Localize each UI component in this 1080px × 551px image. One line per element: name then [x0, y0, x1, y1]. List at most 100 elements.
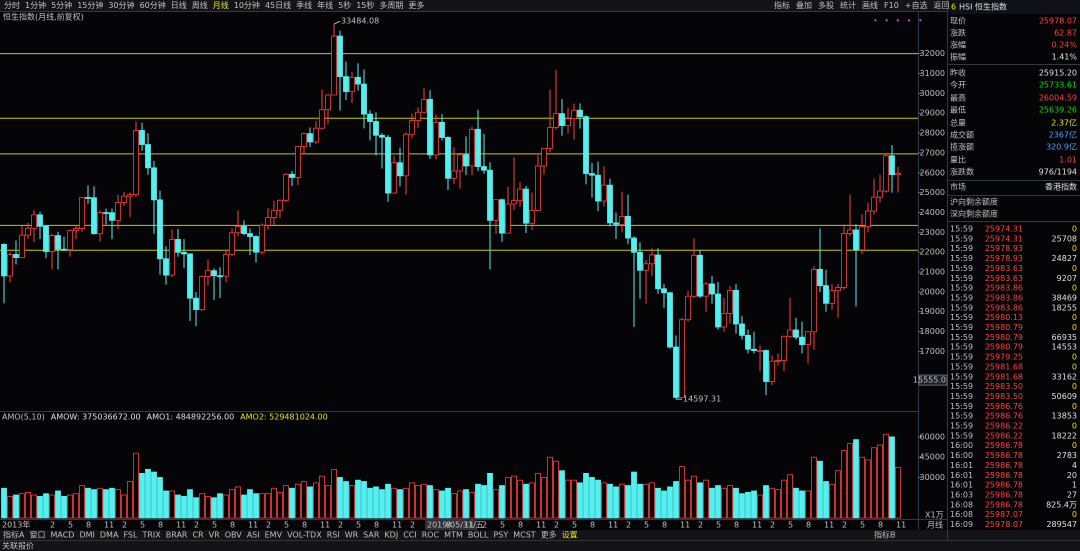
candle-body	[55, 235, 61, 250]
tick-volume: 0	[1072, 422, 1077, 431]
volume-bar	[379, 489, 385, 519]
period-button[interactable]: 日线	[171, 0, 187, 10]
candle-body	[817, 268, 823, 286]
indicator-tab[interactable]: PSY	[493, 531, 508, 540]
indicator-tab[interactable]: DMI	[79, 531, 94, 540]
tool-button[interactable]: +自选	[905, 0, 928, 10]
indicator-tab[interactable]: CCI	[403, 531, 417, 540]
volume-bar	[793, 487, 799, 519]
indicator-tab[interactable]: ROC	[422, 531, 440, 540]
tool-button[interactable]: F10	[884, 1, 899, 10]
volume-bar	[415, 485, 421, 519]
indicator-tab[interactable]: OBV	[225, 531, 243, 540]
period-button[interactable]: 更多	[408, 0, 424, 10]
candle-body	[259, 224, 265, 253]
indicator-tab[interactable]: ASI	[247, 531, 260, 540]
indicator-tab[interactable]: FSL	[123, 531, 138, 540]
quote-label: 涨幅	[950, 40, 966, 50]
candle-body	[121, 195, 127, 203]
volume-bar	[355, 479, 361, 519]
tick-time: 16:08	[950, 500, 973, 509]
quote-value: 25978.07	[1039, 17, 1077, 26]
tool-button[interactable]: 指标	[774, 0, 790, 10]
period-button[interactable]: 年线	[317, 0, 333, 10]
indicator-tab[interactable]: RSI	[327, 531, 340, 540]
period-button[interactable]: 30分钟	[108, 0, 134, 10]
tool-button[interactable]: 画线	[862, 0, 878, 10]
x-tick-label: 2	[842, 521, 847, 530]
candle-body	[397, 162, 403, 177]
candle-body	[163, 258, 169, 276]
candle-body	[529, 209, 535, 224]
tool-button[interactable]: 叠加	[796, 0, 812, 10]
candle-body	[217, 275, 223, 278]
candle-body	[271, 209, 277, 219]
period-button[interactable]: 45日线	[265, 0, 291, 10]
indicator-tab[interactable]: MCST	[513, 531, 536, 540]
volume-bar	[151, 471, 157, 519]
candle-body	[733, 289, 739, 325]
tick-time: 15:59	[950, 323, 973, 332]
indicator-tab[interactable]: VR	[209, 531, 220, 540]
indicator-tab[interactable]: DMA	[100, 531, 119, 540]
tool-button[interactable]: 统计	[840, 0, 856, 10]
quote-label: 振幅	[950, 52, 966, 62]
period-button[interactable]: 5秒	[338, 0, 351, 10]
tick-price: 25980.79	[985, 343, 1023, 352]
period-button[interactable]: 月线	[213, 0, 229, 10]
indicator-tab[interactable]: SAR	[363, 531, 380, 540]
candle-body	[619, 216, 625, 225]
period-button[interactable]: 60分钟	[140, 0, 166, 10]
tick-price: 25983.63	[985, 264, 1023, 273]
quote-value: 976/1194	[1039, 168, 1077, 177]
indicator-tab[interactable]: MTM	[444, 531, 463, 540]
x-tick-label: 5	[284, 521, 289, 530]
indicator-tab[interactable]: TRIX	[141, 531, 161, 540]
volume-bar	[91, 489, 97, 519]
period-button[interactable]: 15秒	[356, 0, 374, 10]
tick-volume: 0	[1072, 510, 1077, 519]
volume-bar	[265, 493, 271, 519]
indicator-tab[interactable]: VOL-TDX	[287, 531, 322, 540]
tick-time: 15:59	[950, 303, 973, 312]
indicator-tab[interactable]: 设置	[562, 530, 578, 540]
candle-body	[469, 128, 475, 167]
x-tick-label: 8	[86, 521, 91, 530]
period-button[interactable]: 分时	[4, 0, 20, 10]
period-button[interactable]: 多周期	[379, 0, 403, 10]
volume-bar	[865, 459, 871, 519]
period-button[interactable]: 15分钟	[77, 0, 103, 10]
indicator-tab[interactable]: BRAR	[166, 531, 188, 540]
volume-bar	[121, 494, 127, 519]
volume-tick-label: 30000	[920, 473, 945, 482]
period-button[interactable]: 1分钟	[25, 0, 46, 10]
indicator-label: AMO(5,10)	[2, 413, 45, 422]
candle-body	[97, 212, 103, 235]
volume-bar	[751, 490, 757, 519]
period-button[interactable]: 10分钟	[234, 0, 260, 10]
candle-body	[559, 113, 565, 126]
volume-bar	[199, 493, 205, 519]
indicator-tab[interactable]: CR	[193, 531, 205, 540]
indicator-tab[interactable]: 更多	[541, 530, 557, 540]
indicator-tab[interactable]: MACD	[50, 531, 74, 540]
tool-button[interactable]: 返回	[933, 1, 949, 10]
indicator-tab[interactable]: EMV	[265, 531, 283, 540]
volume-bar	[19, 493, 25, 519]
indicator-tab[interactable]: KDJ	[384, 531, 398, 540]
period-button[interactable]: 5分钟	[51, 0, 72, 10]
period-button[interactable]: 周线	[192, 0, 208, 10]
tab-right[interactable]: 指标B	[874, 530, 896, 540]
candle-body	[361, 83, 367, 115]
indicator-tab[interactable]: 窗口	[29, 530, 45, 540]
candle-body	[595, 174, 601, 202]
tick-time: 16:00	[950, 441, 973, 450]
indicator-tab[interactable]: BOLL	[468, 531, 489, 540]
volume-bar	[283, 485, 289, 519]
candle-body	[751, 348, 757, 351]
candle-body	[661, 288, 667, 294]
tool-button[interactable]: 多股	[818, 0, 834, 10]
period-button[interactable]: 季线	[296, 0, 312, 10]
indicator-tab[interactable]: 指标A	[3, 530, 25, 540]
indicator-tab[interactable]: WR	[345, 531, 359, 540]
